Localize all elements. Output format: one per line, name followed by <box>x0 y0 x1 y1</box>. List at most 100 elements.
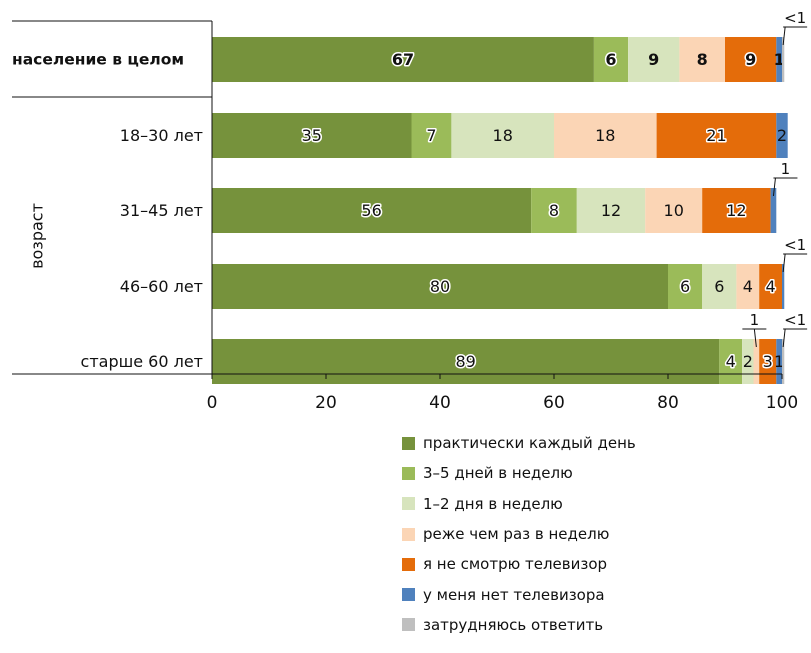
x-tick-label: 60 <box>543 393 565 413</box>
value-label: 80 <box>430 277 450 296</box>
bar-segment-5-1 <box>212 339 720 384</box>
legend-label: затрудняюсь ответить <box>423 615 604 634</box>
value-label: 9 <box>648 50 659 69</box>
value-label: 7 <box>426 126 436 145</box>
bar-segment-5-2 <box>719 339 743 384</box>
value-label: 89 <box>455 352 475 371</box>
bar-segment-3-1 <box>212 188 532 233</box>
value-label: 1 <box>774 352 784 371</box>
bar-segment-5-4 <box>753 339 760 384</box>
bar-segment-4-6 <box>782 264 785 309</box>
value-label: 10 <box>664 201 684 220</box>
value-label: 6 <box>680 277 690 296</box>
value-label: 1 <box>774 50 785 69</box>
value-label: 18 <box>493 126 513 145</box>
callout-leader <box>772 177 776 197</box>
value-label: 67 <box>392 50 414 69</box>
bar-segment-4-1 <box>212 264 668 309</box>
bar-segment-5-6 <box>776 339 782 384</box>
category-label: 46–60 лет <box>120 277 203 296</box>
value-label: 2 <box>743 352 753 371</box>
value-label: 2 <box>777 126 787 145</box>
callout-leader <box>753 328 757 348</box>
x-tick-label: 40 <box>429 393 451 413</box>
bar-segment-3-2 <box>531 188 577 233</box>
chart-legend: практически каждый день 3–5 дней в неделю… <box>402 428 636 640</box>
legend-label: у меня нет телевизора <box>423 585 605 604</box>
value-label: 6 <box>714 277 724 296</box>
category-label: старше 60 лет <box>81 352 203 371</box>
value-label: 12 <box>601 201 621 220</box>
callout-label: <1 <box>784 9 806 27</box>
callout-label: 1 <box>781 160 791 178</box>
value-label: 21 <box>706 126 726 145</box>
legend-label: практически каждый день <box>423 434 636 453</box>
legend-swatch <box>402 618 415 632</box>
bar-segment-2-2 <box>411 113 452 158</box>
bar-segment-1-2 <box>593 37 629 82</box>
bar-segment-4-2 <box>668 264 703 309</box>
value-label: 4 <box>726 352 736 371</box>
y-group-label: возраст <box>28 203 47 269</box>
bar-segment-3-3 <box>576 188 646 233</box>
callout-leader <box>782 26 786 46</box>
legend-swatch <box>402 527 415 541</box>
callout-label: <1 <box>784 236 806 254</box>
category-label: 18–30 лет <box>120 126 203 145</box>
legend-item: у меня нет телевизора <box>402 579 636 609</box>
value-label: 9 <box>745 50 756 69</box>
callout-leader <box>782 253 786 273</box>
bar-segment-3-6 <box>770 188 777 233</box>
legend-swatch <box>402 557 415 571</box>
value-label: 6 <box>605 50 616 69</box>
legend-item: 3–5 дней в неделю <box>402 458 636 488</box>
legend-swatch <box>402 497 415 511</box>
value-label: 4 <box>766 277 776 296</box>
bar-segment-5-5 <box>759 339 777 384</box>
legend-item: практически каждый день <box>402 428 636 458</box>
legend-item: 1–2 дня в неделю <box>402 489 636 519</box>
bar-segment-2-1 <box>212 113 412 158</box>
bar-segment-2-3 <box>451 113 554 158</box>
category-label: 31–45 лет <box>120 201 203 220</box>
bar-segment-1-4 <box>679 37 725 82</box>
legend-label: 3–5 дней в неделю <box>423 464 573 483</box>
value-label: 8 <box>697 50 708 69</box>
bar-segment-5-7 <box>782 339 785 384</box>
bar-segment-4-5 <box>759 264 782 309</box>
value-label: 8 <box>549 201 559 220</box>
value-label: 12 <box>726 201 746 220</box>
bar-segment-3-5 <box>702 188 771 233</box>
bar-segment-4-4 <box>736 264 760 309</box>
legend-item: я не смотрю телевизор <box>402 549 636 579</box>
legend-label: я не смотрю телевизор <box>423 555 608 574</box>
legend-swatch <box>402 588 415 602</box>
x-tick-label: 20 <box>315 393 337 413</box>
callout-leader <box>782 328 786 348</box>
bar-segment-1-1 <box>212 37 594 82</box>
callout-label: 1 <box>750 311 760 329</box>
legend-label: 1–2 дня в неделю <box>423 494 563 513</box>
x-tick-label: 0 <box>207 393 218 413</box>
category-label: население в целом <box>12 51 184 69</box>
bar-segment-4-3 <box>702 264 737 309</box>
callout-label: <1 <box>784 311 806 329</box>
bar-segment-2-4 <box>554 113 657 158</box>
value-label: 3 <box>763 352 773 371</box>
value-label: 4 <box>743 277 753 296</box>
value-label: 35 <box>302 126 322 145</box>
legend-item: реже чем раз в неделю <box>402 519 636 549</box>
legend-item: затрудняюсь ответить <box>402 610 636 640</box>
legend-swatch <box>402 436 415 450</box>
legend-swatch <box>402 466 415 480</box>
bar-segment-1-7 <box>782 37 785 82</box>
bar-segment-1-3 <box>628 37 680 82</box>
bar-segment-1-6 <box>776 37 782 82</box>
bar-segment-2-5 <box>656 113 777 158</box>
bar-segment-1-5 <box>725 37 777 82</box>
bar-segment-5-3 <box>742 339 754 384</box>
bar-segment-3-4 <box>645 188 703 233</box>
value-label: 18 <box>595 126 615 145</box>
bar-segment-2-6 <box>776 113 788 158</box>
